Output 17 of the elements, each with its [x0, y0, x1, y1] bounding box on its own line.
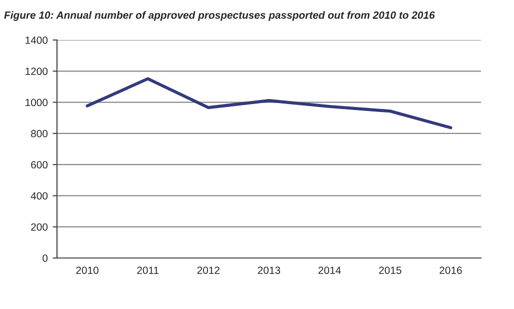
chart-title: Figure 10: Annual number of approved prospectuses passported out from 2010 to 2016 [4, 11, 435, 21]
y-tick-label: 1200 [26, 68, 48, 76]
y-tick-label: 1400 [26, 36, 48, 44]
line-series [86, 77, 452, 130]
x-tick-label: 2016 [440, 266, 462, 274]
y-tick-label: 1000 [26, 98, 48, 106]
x-tick-label: 2012 [197, 266, 220, 274]
y-tick-label: 0 [42, 254, 48, 262]
y-tick-label: 800 [31, 130, 48, 138]
x-tick-label: 2011 [137, 266, 159, 274]
x-tick-label: 2014 [318, 266, 341, 274]
x-tick-label: 2013 [258, 266, 280, 274]
y-tick-label: 200 [31, 223, 48, 231]
y-tick-label: 400 [30, 192, 48, 200]
y-tick-label: 600 [31, 161, 48, 168]
x-tick-label: 2010 [76, 266, 98, 274]
x-tick-label: 2015 [379, 266, 402, 274]
